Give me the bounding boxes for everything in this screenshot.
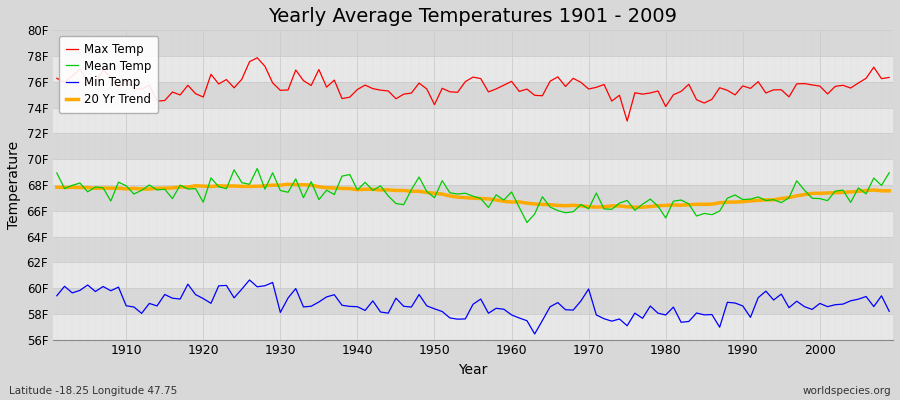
Min Temp <box>337 303 347 308</box>
X-axis label: Year: Year <box>458 363 488 377</box>
Mean Temp <box>252 166 263 171</box>
Max Temp <box>51 76 62 81</box>
Bar <box>53 236 893 262</box>
Max Temp <box>113 84 124 89</box>
Line: Max Temp: Max Temp <box>57 58 889 121</box>
Text: worldspecies.org: worldspecies.org <box>803 386 891 396</box>
Bar <box>53 133 893 159</box>
20 Yr Trend <box>637 205 648 210</box>
Line: Mean Temp: Mean Temp <box>57 168 889 222</box>
Max Temp <box>252 55 263 60</box>
Line: 20 Yr Trend: 20 Yr Trend <box>57 184 889 207</box>
Text: Latitude -18.25 Longitude 47.75: Latitude -18.25 Longitude 47.75 <box>9 386 177 396</box>
20 Yr Trend <box>291 182 302 187</box>
20 Yr Trend <box>607 204 617 208</box>
20 Yr Trend <box>506 200 517 204</box>
Max Temp <box>291 68 302 72</box>
20 Yr Trend <box>283 182 293 187</box>
Max Temp <box>506 79 517 84</box>
Mean Temp <box>337 174 347 178</box>
20 Yr Trend <box>113 186 124 190</box>
Max Temp <box>622 119 633 124</box>
Min Temp <box>884 309 895 314</box>
Max Temp <box>337 96 347 101</box>
Min Temp <box>51 293 62 298</box>
Max Temp <box>607 99 617 104</box>
Min Temp <box>291 286 302 291</box>
20 Yr Trend <box>514 200 525 204</box>
Bar <box>53 185 893 211</box>
Min Temp <box>614 316 625 321</box>
Mean Temp <box>884 170 895 175</box>
Mean Temp <box>113 180 124 184</box>
Bar <box>53 211 893 236</box>
Min Temp <box>244 278 255 282</box>
20 Yr Trend <box>51 185 62 190</box>
Min Temp <box>506 312 517 317</box>
Max Temp <box>514 89 525 94</box>
20 Yr Trend <box>884 188 895 193</box>
Max Temp <box>884 75 895 80</box>
Y-axis label: Temperature: Temperature <box>7 141 21 229</box>
Bar <box>53 108 893 133</box>
Legend: Max Temp, Mean Temp, Min Temp, 20 Yr Trend: Max Temp, Mean Temp, Min Temp, 20 Yr Tre… <box>58 36 158 113</box>
Min Temp <box>514 316 525 320</box>
20 Yr Trend <box>337 186 347 191</box>
Bar <box>53 262 893 288</box>
Bar <box>53 288 893 314</box>
Min Temp <box>529 332 540 336</box>
Bar <box>53 56 893 82</box>
Mean Temp <box>614 201 625 206</box>
Mean Temp <box>51 170 62 175</box>
Bar <box>53 30 893 56</box>
Mean Temp <box>291 176 302 181</box>
Mean Temp <box>506 190 517 194</box>
Mean Temp <box>522 220 533 225</box>
Line: Min Temp: Min Temp <box>57 280 889 334</box>
Bar <box>53 82 893 108</box>
Mean Temp <box>514 205 525 210</box>
Min Temp <box>113 285 124 290</box>
Bar <box>53 314 893 340</box>
Title: Yearly Average Temperatures 1901 - 2009: Yearly Average Temperatures 1901 - 2009 <box>268 7 678 26</box>
Bar <box>53 159 893 185</box>
